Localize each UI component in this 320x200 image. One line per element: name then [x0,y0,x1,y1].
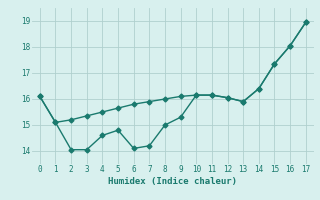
X-axis label: Humidex (Indice chaleur): Humidex (Indice chaleur) [108,177,237,186]
